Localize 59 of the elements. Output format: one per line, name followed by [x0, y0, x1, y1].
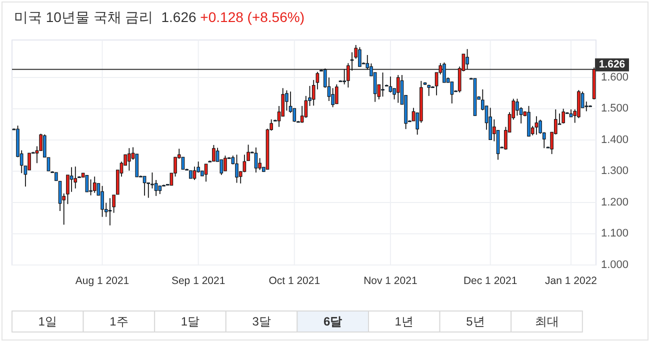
- text: 5년: [466, 314, 485, 329]
- y-tick-label: 1.300: [601, 165, 629, 178]
- candlestick: [442, 62, 446, 83]
- text: 1주: [110, 314, 128, 329]
- ref-line-label: 1.626: [598, 58, 626, 71]
- y-tick-label: 1.600: [601, 71, 629, 84]
- text: 6달: [324, 314, 342, 329]
- candlestick: [488, 107, 492, 140]
- candlestick: [496, 130, 500, 160]
- candlestick: [534, 116, 538, 136]
- candlestick: [85, 174, 89, 192]
- text: 1년: [394, 314, 414, 329]
- candlestick: [154, 180, 158, 196]
- candlestick: [92, 176, 96, 194]
- chart-title: 미국 10년물 국채 금리: [14, 9, 154, 25]
- candlestick: [235, 154, 238, 184]
- candlestick: [388, 76, 392, 93]
- candlestick: [70, 166, 74, 192]
- x-tick-label: Aug 1 2021: [75, 275, 130, 287]
- y-tick-label: 1.400: [601, 134, 629, 146]
- y-tick-label: 1.100: [601, 228, 629, 240]
- candlestick: [58, 180, 62, 212]
- y-tick-label: 1.200: [601, 196, 629, 208]
- candlestick: [304, 95, 308, 118]
- candlestick: [254, 147, 258, 173]
- candlestick: [246, 144, 250, 162]
- x-tick-label: Jan 1 2022: [545, 275, 598, 287]
- candlestick: [335, 84, 338, 104]
- candlestick: [242, 154, 246, 173]
- candlestick: [89, 178, 92, 196]
- candlestick: [466, 48, 469, 70]
- candlestick: [142, 176, 146, 196]
- candlestick: [450, 81, 454, 104]
- chart-subtitle: 1.626 +0.128 (+8.56%): [161, 9, 304, 25]
- candlestick: [381, 72, 384, 98]
- candlestick: [108, 198, 112, 226]
- candlestick: [224, 155, 227, 172]
- candlestick: [204, 164, 208, 182]
- x-tick-label: Nov 1 2021: [364, 275, 418, 287]
- text: 1달: [180, 314, 200, 329]
- candlestick: [192, 166, 196, 180]
- candlestick: [358, 46, 362, 68]
- candlestick: [562, 108, 565, 124]
- candlestick: [427, 84, 431, 96]
- candlestick: [74, 166, 78, 189]
- candlestick: [396, 74, 400, 104]
- candlestick: [128, 148, 131, 172]
- candlestick: [100, 185, 104, 218]
- text: 최대: [534, 314, 559, 329]
- text: 3달: [252, 314, 271, 329]
- y-tick-label: 1.000: [601, 258, 629, 271]
- x-tick-label: Sep 1 2021: [171, 275, 226, 287]
- x-tick-label: Dec 1 2021: [463, 275, 518, 287]
- candlestick: [181, 156, 185, 170]
- candlestick: [212, 144, 216, 162]
- candlestick: [28, 152, 31, 170]
- text: 1일: [38, 314, 57, 329]
- y-tick-label: 1.500: [601, 102, 629, 115]
- x-tick-label: Oct 1 2021: [268, 275, 320, 287]
